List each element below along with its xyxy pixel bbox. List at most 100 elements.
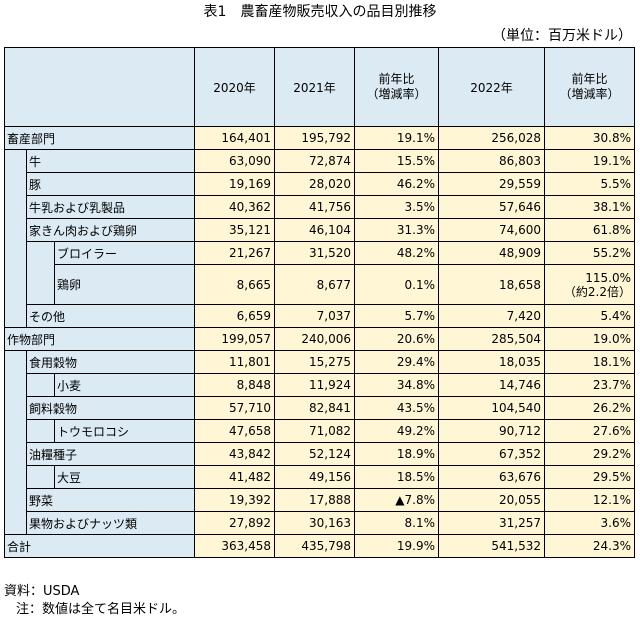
cell-2021: 72,874 [274,149,356,173]
row-label: 果物およびナッツ類 [25,511,196,535]
table-row: 家きん肉および鶏卵 35,121 46,104 31.3% 74,600 61.… [5,218,636,242]
table-row: 野菜 19,392 17,888 ▲7.8% 20,055 12.1% [5,488,636,512]
table-row: 食用穀物 11,801 15,275 29.4% 18,035 18.1% [4,350,636,535]
cell-2022: 48,909 [438,241,546,265]
row-label: 食用穀物 [25,350,196,374]
cell-2021: 52,124 [274,442,356,466]
table-row: 牛乳および乳製品 40,362 41,756 3.5% 57,646 38.1% [5,195,636,219]
cell-yoy-2022: 30.8% [544,126,636,150]
sales-table: 2020年 2021年 前年比 （増減率） 2022年 前年比 （増減率） 畜産部門… [3,47,636,558]
cell-yoy-2021: 8.1% [354,511,440,535]
table-row: ブロイラー 21,267 31,520 48.2% 48,909 55.2% [5,241,636,305]
cell-2021: 435,798 [274,534,356,558]
row-label: 野菜 [25,488,196,512]
cell-2022: 74,600 [438,218,546,242]
row-label: 鶏卵 [53,264,196,305]
cell-2020: 199,057 [194,327,276,351]
cell-yoy-2021: 5.7% [354,304,440,328]
row-label: 油糧種子 [25,442,196,466]
table-row: その他 6,659 7,037 5.7% 7,420 5.4% [5,304,636,328]
cell-yoy-2021: 15.5% [354,149,440,173]
value-note: 注：数値は全て名目米ドル。 [16,602,186,617]
cell-2020: 11,801 [194,350,276,374]
row-label: トウモロコシ [53,419,196,443]
cell-2020: 47,658 [194,419,276,443]
cell-yoy-2022: 38.1% [544,195,636,219]
table-row: 油糧種子 43,842 52,124 18.9% 67,352 29.2% [5,442,636,466]
cell-2021: 8,677 [274,264,356,305]
indent-cell [4,149,27,328]
cell-2020: 164,401 [194,126,276,150]
table-row: 作物部門 199,057 240,006 20.6% 285,504 19.0% [3,327,636,351]
cell-yoy-2021: 34.8% [354,373,440,397]
table-row: 牛 63,090 72,874 15.5% 86,803 19.1% [4,149,636,328]
cell-yoy-2021: 19.1% [354,126,440,150]
cell-2022: 86,803 [438,149,546,173]
indent-cell [4,350,27,535]
cell-yoy-2021: 49.2% [354,419,440,443]
table-row: トウモロコシ 47,658 71,082 49.2% 90,712 27.6% [5,419,636,443]
cell-2021: 7,037 [274,304,356,328]
row-label: ブロイラー [53,241,196,265]
cell-2020: 27,892 [194,511,276,535]
cell-yoy-2021: 20.6% [354,327,440,351]
table-row: 豚 19,169 28,020 46.2% 29,559 5.5% [5,172,636,196]
table-row: 小麦 8,848 11,924 34.8% 14,746 23.7% [5,373,636,397]
cell-yoy-2021: 18.5% [354,465,440,489]
cell-yoy-2021: 43.5% [354,396,440,420]
cell-2022: 256,028 [438,126,546,150]
row-label: 大豆 [53,465,196,489]
row-label: 畜産部門 [3,126,196,150]
cell-2020: 363,458 [194,534,276,558]
unit-label: （単位：百万米ドル） [492,28,632,44]
cell-2022: 14,746 [438,373,546,397]
cell-yoy-2022: 115.0% （約2.2倍） [544,264,636,305]
row-label: 作物部門 [3,327,196,351]
cell-2021: 11,924 [274,373,356,397]
cell-2021: 15,275 [274,350,356,374]
cell-yoy-2022: 55.2% [544,241,636,265]
cell-yoy-2021: 3.5% [354,195,440,219]
cell-yoy-2022: 23.7% [544,373,636,397]
cell-2022: 285,504 [438,327,546,351]
table-row: 果物およびナッツ類 27,892 30,163 8.1% 31,257 3.6% [5,511,636,535]
cell-yoy-2022: 24.3% [544,534,636,558]
header-blank [3,47,196,127]
cell-2021: 41,756 [274,195,356,219]
cell-2022: 29,559 [438,172,546,196]
indent-cell [26,465,55,489]
cell-2020: 35,121 [194,218,276,242]
table-row: 大豆 41,482 49,156 18.5% 63,676 29.5% [5,465,636,489]
cell-2021: 31,520 [274,241,356,265]
cell-2022: 67,352 [438,442,546,466]
cell-2022: 18,035 [438,350,546,374]
indent-cell [26,419,55,443]
indent-cell [26,373,55,397]
header-2021: 2021年 [274,47,356,127]
cell-yoy-2022: 29.2% [544,442,636,466]
cell-2022: 63,676 [438,465,546,489]
cell-yoy-2022: 19.1% [544,149,636,173]
cell-yoy-2022: 61.8% [544,218,636,242]
cell-yoy-2021: ▲7.8% [354,488,440,512]
cell-2020: 6,659 [194,304,276,328]
row-label: 小麦 [53,373,196,397]
cell-2020: 8,665 [194,264,276,305]
cell-yoy-2021: 46.2% [354,172,440,196]
row-label: 豚 [25,172,196,196]
row-label: 牛乳および乳製品 [25,195,196,219]
indent-cell [26,241,55,305]
cell-2020: 41,482 [194,465,276,489]
cell-2021: 28,020 [274,172,356,196]
table-row-total: 合計 363,458 435,798 19.9% 541,532 24.3% [3,534,636,558]
cell-yoy-2022: 29.5% [544,465,636,489]
cell-2021: 49,156 [274,465,356,489]
table-row: 飼料穀物 57,710 82,841 43.5% 104,540 26.2% [5,396,636,420]
cell-2021: 46,104 [274,218,356,242]
cell-2021: 240,006 [274,327,356,351]
cell-yoy-2022: 5.5% [544,172,636,196]
cell-2022: 18,658 [438,264,546,305]
header-yoy-2022: 前年比 （増減率） [544,47,636,127]
cell-yoy-2022: 3.6% [544,511,636,535]
table-title: 表1 農畜産物販売収入の品目別推移 [203,4,437,20]
